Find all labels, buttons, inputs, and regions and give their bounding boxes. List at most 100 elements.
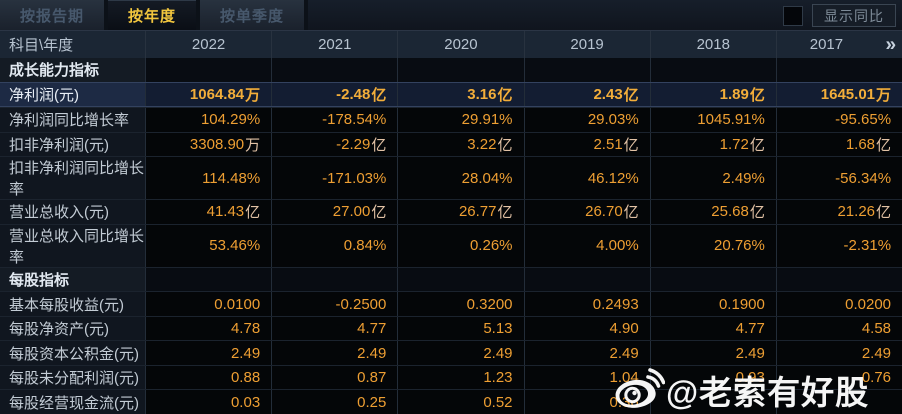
table-row[interactable]: 营业总收入同比增长率 53.46% 0.84% 0.26% 4.00% 20.76% -2.…: [0, 223, 902, 267]
year-header-2022: 2022: [145, 31, 271, 58]
row-label: 基本每股收益(元): [0, 292, 145, 316]
value-unit: 万: [245, 136, 261, 154]
table-row[interactable]: 营业总收入(元) 41.43 亿 27.00 亿 26.77 亿 26.70 亿 25.68 亿 21…: [0, 199, 902, 224]
value-cell: [145, 58, 272, 82]
value-cell: -56.34%: [775, 157, 902, 200]
value-cell: 21.26 亿: [775, 200, 902, 224]
value-cell: 0.76: [775, 365, 902, 390]
value-unit: 万: [876, 86, 892, 104]
value-cell: 0.1900: [649, 292, 776, 316]
table-row[interactable]: 每股净资产(元) 4.78 4.77 5.13 4.90 4.77 4.58: [0, 315, 902, 341]
row-label: 每股指标: [0, 267, 145, 292]
weibo-logo-icon: [615, 368, 665, 408]
value-unit: 亿: [876, 136, 892, 154]
tab-report-period[interactable]: 按报告期: [0, 0, 109, 30]
value-unit: 亿: [371, 204, 387, 222]
value-cell: -95.65%: [775, 108, 902, 132]
value-cell: 1.89 亿: [649, 82, 776, 107]
year-header-label: 2020: [444, 36, 478, 53]
tab-annual[interactable]: 按年度: [108, 0, 201, 30]
table-row[interactable]: 每股资本公积金(元) 2.49 2.49 2.49 2.49 2.49 2.49: [0, 340, 902, 365]
value-cell: 2.49: [271, 341, 398, 365]
value-cell: 0.2493: [523, 292, 650, 316]
value-unit: 万: [245, 86, 261, 104]
row-label: 每股经营现金流(元): [0, 390, 145, 414]
value-number: 2.51: [593, 135, 623, 153]
value-cell: 2.49: [397, 341, 524, 365]
value-number: 3.16: [467, 85, 497, 103]
row-label: 成长能力指标: [0, 58, 145, 82]
value-number: 41.43: [206, 203, 245, 221]
value-number: 25.68: [711, 203, 749, 221]
show-yoy-label[interactable]: 显示同比: [812, 4, 896, 27]
table-row[interactable]: 扣非净利润同比增长率 114.48% -171.03% 28.04% 46.12% 2.4…: [0, 156, 902, 200]
value-number: 1645.01: [820, 85, 876, 103]
value-cell: -171.03%: [271, 157, 398, 200]
table-row[interactable]: 每股未分配利润(元) 0.88 0.87 1.23 1.04 0.93 0.76: [0, 364, 902, 390]
row-label: 每股净资产(元): [0, 316, 145, 341]
value-cell: 28.04%: [397, 157, 524, 200]
row-label: 扣非净利润(元): [0, 132, 145, 157]
table-row[interactable]: 净利润同比增长率 104.29% -178.54% 29.91% 29.03% 1045.…: [0, 107, 902, 132]
value-cell: 4.77: [271, 316, 398, 341]
value-cell: 25.68 亿: [649, 200, 776, 224]
year-header-2021: 2021: [271, 31, 397, 58]
table-row[interactable]: 扣非净利润(元) 3308.90 万 -2.29 亿 3.22 亿 2.51 亿 1.72 亿 1.6…: [0, 131, 902, 157]
value-unit: 亿: [623, 204, 639, 222]
value-unit: 亿: [497, 86, 513, 104]
value-cell: 27.00 亿: [271, 200, 398, 224]
value-cell: 2.51 亿: [523, 132, 650, 157]
value-unit: 亿: [371, 86, 387, 104]
value-number: 2.43: [593, 85, 623, 103]
value-cell: 0.0100: [145, 292, 272, 316]
table-row[interactable]: 净利润(元) 1064.84 万 -2.48 亿 3.16 亿 2.43 亿 1.89 亿 1645.…: [0, 81, 902, 108]
tab-quarterly[interactable]: 按单季度: [200, 0, 309, 30]
value-number: 27.00: [332, 203, 371, 221]
value-number: 1.89: [719, 85, 749, 103]
value-cell: 4.00%: [523, 224, 650, 267]
value-cell: [775, 58, 902, 82]
value-cell: 3.16 亿: [397, 82, 524, 107]
table-row[interactable]: 每股经营现金流(元) 0.03 0.25 0.52 0.36: [0, 389, 902, 414]
value-cell: [523, 58, 650, 82]
table-header-row: 科目\年度 2022 2021 2020 2019 2018 2017 »: [0, 30, 902, 58]
value-cell: [649, 58, 776, 82]
value-cell: 2.49: [649, 341, 776, 365]
value-cell: 1.23: [397, 365, 524, 390]
row-label: 每股资本公积金(元): [0, 341, 145, 365]
year-header-label: 2021: [318, 36, 352, 53]
table-row[interactable]: 基本每股收益(元) 0.0100 -0.2500 0.3200 0.2493 0.1900…: [0, 291, 902, 316]
value-cell: 0.25: [271, 390, 398, 414]
value-cell: 29.03%: [523, 108, 650, 132]
value-cell: 46.12%: [523, 157, 650, 200]
value-cell: 3308.90 万: [145, 132, 272, 157]
value-number: 21.26: [837, 203, 876, 221]
year-header-label: 2019: [570, 36, 604, 53]
corner-header-cell: 科目\年度: [9, 37, 74, 54]
watermark: @老索有好股: [613, 366, 869, 414]
value-cell: 2.49: [145, 341, 272, 365]
table-body: 成长能力指标 净利润(元) 1064.84 万 -2.48 亿 3.16 亿 2.43 亿 1.89…: [0, 58, 902, 414]
section-row: 成长能力指标: [0, 58, 902, 82]
more-years-icon[interactable]: »: [885, 34, 897, 55]
value-cell: 26.70 亿: [523, 200, 650, 224]
value-cell: [775, 267, 902, 292]
value-cell: [775, 390, 902, 414]
value-number: 1.68: [845, 135, 876, 153]
value-cell: 5.13: [397, 316, 524, 341]
value-cell: 4.58: [775, 316, 902, 341]
value-cell: -178.54%: [271, 108, 398, 132]
value-cell: 4.77: [649, 316, 776, 341]
row-label: 营业总收入(元): [0, 200, 145, 224]
value-unit: 亿: [623, 136, 639, 154]
value-unit: 亿: [245, 204, 261, 222]
row-label: 每股未分配利润(元): [0, 365, 145, 390]
year-header-2020: 2020: [397, 31, 523, 58]
value-cell: 114.48%: [145, 157, 272, 200]
value-unit: 亿: [749, 86, 765, 104]
show-yoy-checkbox[interactable]: [783, 5, 803, 26]
value-number: 26.77: [458, 203, 497, 221]
value-cell: 2.49: [523, 341, 650, 365]
value-cell: 1645.01 万: [775, 82, 902, 107]
value-unit: 亿: [497, 204, 513, 222]
